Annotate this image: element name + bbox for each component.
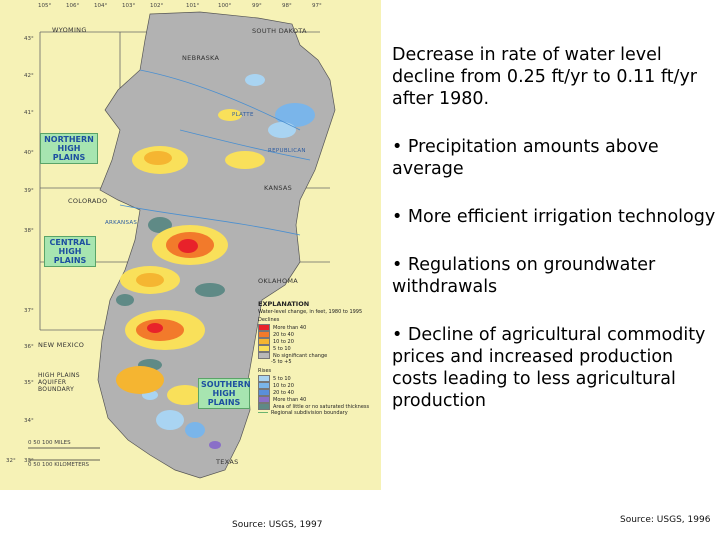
legend-swatch — [258, 389, 270, 396]
map-graphic — [28, 11, 336, 479]
lat-tick: 43° — [24, 36, 34, 42]
lat-tick: 38° — [24, 228, 34, 234]
state-label-texas: TEXAS — [216, 458, 239, 466]
lon-tick: 97° — [312, 3, 322, 9]
legend-entry-label: 20 to 40 — [273, 332, 294, 338]
lat-tick: 36° — [24, 344, 34, 350]
state-label-south-dakota: SOUTH DAKOTA — [252, 27, 307, 35]
legend-entry: 10 to 20 — [258, 382, 376, 389]
legend-entry: More than 40 — [258, 324, 376, 331]
legend-swatch — [258, 396, 270, 403]
legend-entry-label: 5 to 10 — [273, 376, 291, 382]
lon-tick: 102° — [150, 3, 164, 9]
state-label-kansas: KANSAS — [264, 184, 293, 192]
legend-title: EXPLANATION — [258, 300, 310, 308]
lon-tick: 98° — [282, 3, 292, 9]
legend-subtitle: Water-level change, in feet, 1980 to 199… — [258, 309, 363, 315]
legend-entry: More than 40 — [258, 396, 376, 403]
legend-entry-label: More than 40 — [273, 325, 307, 331]
legend-swatch — [258, 403, 270, 410]
legend-declines-heading: Declines — [258, 317, 280, 323]
state-label-wyoming: WYOMING — [52, 26, 87, 34]
bullet-regulations: Regulations on groundwater withdrawals — [392, 254, 716, 298]
legend-line-swatch — [258, 412, 268, 413]
river-label-platte: PLATTE — [232, 112, 254, 118]
legend-entry-label: 10 to 20 — [273, 339, 294, 345]
legend-no-change-sub: -5 to +5 — [271, 359, 292, 365]
slide-text-block: Decrease in rate of water level decline … — [392, 44, 716, 438]
bullet-precipitation: Precipitation amounts above average — [392, 136, 716, 180]
lat-tick: 42° — [24, 73, 34, 79]
little-saturation-areas — [116, 217, 225, 371]
bullet-commodity-prices: Decline of agricultural commodity prices… — [392, 324, 716, 412]
aquifer-map: NORTHERN HIGH PLAINS CENTRAL HIGH PLAINS… — [0, 0, 381, 490]
state-label-oklahoma: OKLAHOMA — [258, 277, 299, 285]
lon-tick: 106° — [66, 3, 80, 9]
lon-tick: 100° — [218, 3, 232, 9]
bullet-irrigation: More efficient irrigation technology — [392, 206, 716, 228]
legend-swatch — [258, 375, 270, 382]
scale-km-label: 0 50 100 KILOMETERS — [28, 462, 90, 468]
aquifer-boundary-label: HIGH PLAINS AQUIFER BOUNDARY — [38, 372, 80, 393]
lat-tick: 41° — [24, 110, 34, 116]
legend-entry: 20 to 40 — [258, 389, 376, 396]
river-label-arkansas: ARKANSAS — [105, 220, 138, 226]
lon-tick: 101° — [186, 3, 200, 9]
decline-areas — [116, 109, 265, 405]
legend-swatch — [258, 352, 270, 359]
state-label-nebraska: NEBRASKA — [182, 54, 220, 62]
legend-entry: 5 to 10 — [258, 375, 376, 382]
lat-tick: 40° — [24, 150, 34, 156]
state-label-new-mexico: NEW MEXICO — [38, 341, 85, 349]
legend-subdivision: Regional subdivision boundary — [258, 410, 376, 417]
source-left: Source: USGS, 1997 — [232, 520, 323, 530]
lon-tick: 103° — [122, 3, 136, 9]
legend-swatch — [258, 324, 270, 331]
legend-entry-label: More than 40 — [273, 397, 307, 403]
lat-tick: 34° — [24, 418, 34, 424]
legend-entry: 5 to 10 — [258, 345, 376, 352]
region-southern: SOUTHERN HIGH PLAINS — [198, 378, 251, 409]
legend-swatch — [258, 331, 270, 338]
river-label-republican: REPUBLICAN — [268, 148, 306, 154]
lon-tick: 104° — [94, 3, 108, 9]
rise-areas — [142, 74, 315, 449]
rivers — [119, 69, 311, 236]
state-label-colorado: COLORADO — [68, 197, 108, 205]
region-central: CENTRAL HIGH PLAINS — [44, 236, 96, 267]
lon-tick: 105° — [38, 3, 52, 9]
source-right: Source: USGS, 1996 — [620, 515, 711, 525]
legend-entry-label: 10 to 20 — [273, 383, 294, 389]
lat-tick: 35° — [24, 380, 34, 386]
scale-miles-label: 0 50 100 MILES — [28, 440, 71, 446]
legend-little-saturation: Area of little or no saturated thickness — [258, 403, 376, 410]
legend-rises-heading: Rises — [258, 368, 272, 374]
legend-no-change: No significant change — [258, 352, 376, 359]
region-northern: NORTHERN HIGH PLAINS — [40, 133, 98, 164]
legend-entry-label: 20 to 40 — [273, 390, 294, 396]
legend-swatch — [258, 338, 270, 345]
legend-entry: 20 to 40 — [258, 331, 376, 338]
lat-tick: 39° — [24, 188, 34, 194]
scale-bar — [28, 447, 100, 461]
legend-entry: 10 to 20 — [258, 338, 376, 345]
intro-paragraph: Decrease in rate of water level decline … — [392, 45, 698, 109]
legend-entry-label: 5 to 10 — [273, 346, 291, 352]
lon-tick: 99° — [252, 3, 262, 9]
lat-tick: 33° — [24, 458, 34, 464]
map-legend: EXPLANATION Water-level change, in feet,… — [258, 300, 376, 417]
lat-tick: 37° — [24, 308, 34, 314]
legend-swatch — [258, 382, 270, 389]
lat-tick: 32° — [6, 458, 16, 464]
legend-swatch — [258, 345, 270, 352]
